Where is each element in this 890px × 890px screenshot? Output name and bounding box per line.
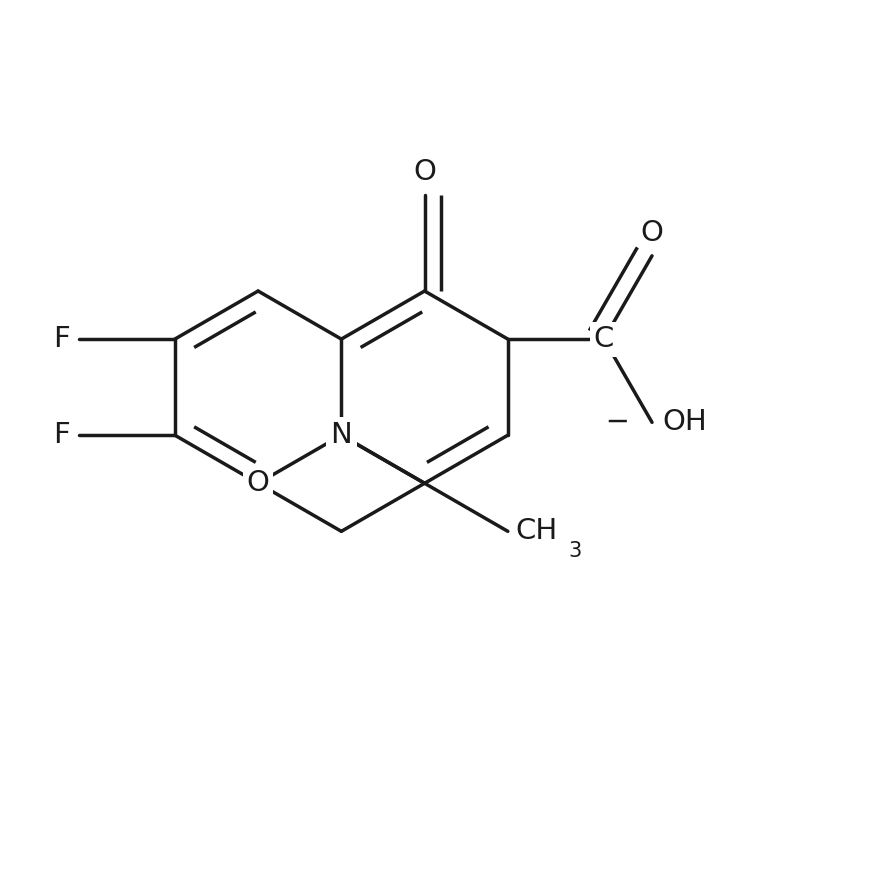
Text: 3: 3: [569, 541, 581, 561]
Text: OH: OH: [663, 409, 708, 436]
Text: ─: ─: [609, 409, 626, 436]
Text: O: O: [413, 158, 436, 186]
Text: C: C: [594, 325, 614, 353]
Text: F: F: [53, 325, 69, 353]
Text: O: O: [641, 219, 663, 247]
Text: F: F: [53, 421, 69, 449]
Text: O: O: [247, 469, 270, 498]
Text: N: N: [330, 421, 352, 449]
Text: CH: CH: [515, 517, 557, 546]
